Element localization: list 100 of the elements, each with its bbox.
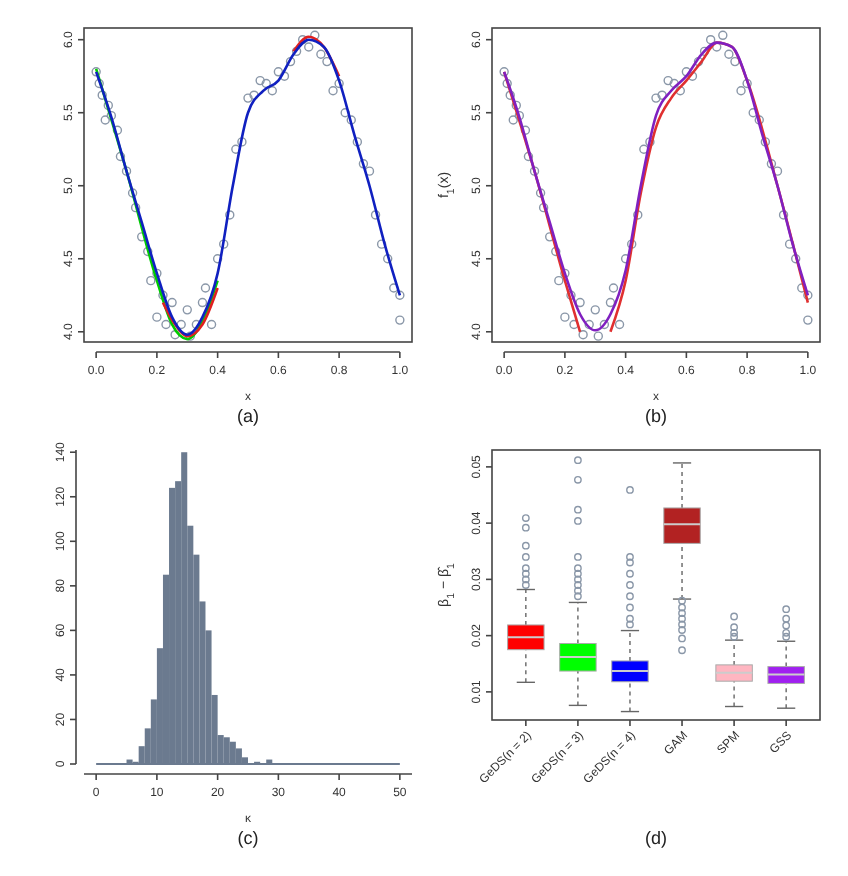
point [511,100,521,111]
point [91,67,101,77]
point [578,330,588,340]
point [608,283,619,293]
point [778,210,789,220]
point [575,297,585,308]
point [514,110,525,121]
point [243,93,253,103]
point [520,125,531,135]
point [633,210,643,220]
point [322,56,332,67]
point [261,78,271,89]
point [176,319,186,330]
point [736,86,746,96]
point [754,115,764,125]
point [529,166,540,176]
point [285,56,296,67]
point [395,315,405,325]
point [766,159,777,169]
point [370,210,381,220]
point [395,290,405,300]
point [112,125,123,135]
point [103,100,113,111]
point [197,297,208,308]
point [152,312,162,322]
point [206,319,217,330]
point [291,46,302,57]
line-series [94,67,219,341]
point [100,115,110,125]
text: (c) [237,828,259,848]
point [352,137,363,147]
point [200,283,211,293]
point [663,75,673,86]
point [161,319,171,330]
point [803,315,813,325]
point [279,71,290,81]
point [383,254,393,264]
point [106,110,117,121]
point [170,330,180,340]
point [742,78,752,89]
point [267,86,277,96]
point [523,151,534,162]
point [505,90,515,100]
text: (d) [645,828,667,848]
point [730,56,740,67]
point [699,46,710,57]
point [127,188,138,198]
point [346,115,356,125]
point [584,319,594,330]
point [803,290,813,300]
point [627,239,637,249]
point [499,67,509,77]
point [675,86,685,96]
point [219,239,229,249]
point [614,319,625,330]
point [681,67,692,77]
point [590,305,600,315]
point [304,42,314,52]
point [97,90,107,100]
point [152,268,162,279]
point [599,319,610,330]
point [502,78,512,89]
point [791,254,801,264]
point [358,159,369,169]
point [560,268,570,279]
point [255,75,265,86]
point [693,56,704,67]
point [705,34,716,45]
point [237,137,247,147]
point [669,78,679,89]
point [538,202,549,213]
point [316,49,326,59]
point [560,312,570,322]
point [115,151,126,162]
point [94,78,104,89]
point [760,137,771,147]
point [334,78,344,89]
point [273,67,284,77]
point [340,108,350,118]
point [593,331,603,341]
point [718,30,728,40]
point [158,290,168,300]
point [167,297,177,308]
point [651,93,661,103]
point [508,115,518,125]
point [130,202,141,213]
point [146,275,156,286]
point [605,297,616,308]
point [182,305,192,315]
point [724,49,734,59]
point [328,86,338,96]
point [225,210,235,220]
text: (b) [645,406,667,426]
point [121,166,132,176]
point [566,290,576,300]
point [364,166,375,176]
point [554,275,564,286]
point [645,137,655,147]
point [657,90,667,100]
text: (a) [237,406,259,426]
